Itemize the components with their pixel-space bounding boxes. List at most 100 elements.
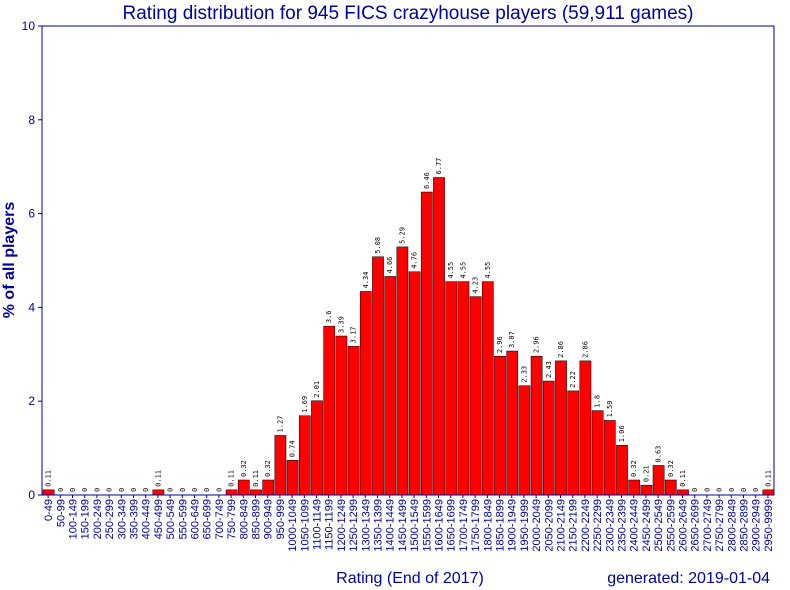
x-tick-label: 2050-2099 <box>543 499 555 552</box>
data-label: 4.23 <box>472 277 480 294</box>
x-tick-label: 250-299 <box>104 499 116 539</box>
data-label: 0 <box>106 488 114 492</box>
bar <box>286 460 299 496</box>
generated-date: generated: 2019-01-04 <box>607 570 770 587</box>
data-label: 6.77 <box>435 158 443 175</box>
x-tick-label: 700-749 <box>214 499 226 539</box>
bar <box>372 256 384 496</box>
y-tick-label: 6 <box>28 207 35 221</box>
bar <box>262 479 275 496</box>
data-label: 6.46 <box>423 172 431 189</box>
bar <box>481 281 494 496</box>
x-tick-label: 400-449 <box>141 499 153 539</box>
data-label: 0.11 <box>228 470 236 487</box>
bar <box>347 346 360 496</box>
x-tick-label: 2000-2049 <box>531 499 543 552</box>
x-tick-label: 2200-2249 <box>580 499 592 552</box>
bar <box>664 479 677 496</box>
chart-title: Rating distribution for 945 FICS crazyho… <box>123 3 694 24</box>
data-labels: 0.110 0 0 0 0 0 0 00.110 0 0 0 00.110.320.110.321.2… <box>45 158 773 492</box>
data-label: 4.34 <box>362 272 370 289</box>
data-label: 0.32 <box>630 460 638 477</box>
bar <box>494 355 506 496</box>
data-label: 0 <box>691 488 699 492</box>
data-label: 1.8 <box>594 395 602 408</box>
data-label: 0 <box>215 488 223 492</box>
bar <box>152 489 165 496</box>
data-label: 0.21 <box>642 465 650 482</box>
data-label: 2.01 <box>313 381 321 398</box>
data-label: 0.11 <box>45 470 53 487</box>
x-tick-label: 1100-1149 <box>312 499 324 550</box>
x-tick-label: 850-899 <box>251 499 263 539</box>
x-tick-label: 600-649 <box>190 499 202 539</box>
y-axis-label: % of all players <box>1 202 18 319</box>
x-tick-label: 1550-1599 <box>421 499 433 552</box>
bar <box>237 479 250 496</box>
x-tick-label: 1700-1749 <box>458 499 470 552</box>
data-label: 3.39 <box>337 316 345 333</box>
bar <box>420 191 433 496</box>
x-tick-label: 900-949 <box>263 499 275 539</box>
x-tick-label: 1400-1449 <box>385 499 397 552</box>
x-tick-label: 2250-2299 <box>592 499 604 552</box>
x-tick-label: 2350-2399 <box>617 499 629 552</box>
x-tick-label: 50-99 <box>55 499 67 527</box>
bars <box>42 177 775 496</box>
x-tick-label: 2500-2549 <box>653 499 665 552</box>
bar <box>506 350 519 496</box>
data-label: 0 <box>191 488 199 492</box>
x-tick-label: 800-849 <box>238 499 250 539</box>
x-tick-label: 450-499 <box>153 499 165 539</box>
y-tick-label: 10 <box>22 19 36 33</box>
bar <box>616 445 628 496</box>
bar <box>469 296 482 496</box>
data-label: 5.29 <box>398 227 406 244</box>
bar <box>555 360 567 496</box>
x-tick-label: 1200-1249 <box>336 499 348 552</box>
bar <box>677 489 689 496</box>
x-axis-label: Rating (End of 2017) <box>336 570 484 587</box>
bar <box>396 246 409 496</box>
bar <box>567 390 580 496</box>
x-tick-label: 200-249 <box>92 499 104 539</box>
data-label: 0.63 <box>655 446 663 463</box>
bar <box>323 325 336 496</box>
y-axis-ticks: 0 2 4 6 8 10 <box>22 19 42 502</box>
x-tick-label: 2750-2799 <box>714 499 726 552</box>
bar <box>311 400 323 496</box>
data-label: 1.06 <box>618 425 626 442</box>
bar <box>225 489 238 496</box>
x-tick-label: 2150-2199 <box>568 499 580 552</box>
bar <box>408 271 421 496</box>
bar <box>530 355 543 496</box>
bar <box>274 435 287 496</box>
x-tick-label: 1450-1499 <box>397 499 409 552</box>
x-tick-label: 500-549 <box>165 499 177 539</box>
data-label: 0 <box>130 488 138 492</box>
data-label: 0 <box>118 488 126 492</box>
data-label: 5.08 <box>374 237 382 254</box>
data-label: 0.32 <box>240 460 248 477</box>
y-tick-label: 8 <box>28 113 35 127</box>
bar <box>298 415 311 496</box>
x-tick-label: 1600-1649 <box>434 499 446 552</box>
data-label: 4.55 <box>484 262 492 279</box>
plot-frame <box>41 25 775 496</box>
data-label: 3.07 <box>508 331 516 348</box>
x-tick-label: 1500-1549 <box>409 499 421 552</box>
data-label: 1.59 <box>606 401 614 418</box>
bar <box>384 276 397 496</box>
bar <box>457 281 470 496</box>
x-tick-label: 1000-1049 <box>287 499 299 552</box>
data-label: 2.43 <box>545 361 553 378</box>
bar <box>579 360 592 496</box>
x-tick-label: 150-199 <box>80 499 92 539</box>
data-label: 2.33 <box>520 366 528 383</box>
data-label: 0.32 <box>667 460 675 477</box>
data-label: 0 <box>69 488 77 492</box>
x-tick-label: 2550-2599 <box>665 499 677 552</box>
x-tick-label: 300-349 <box>116 499 128 539</box>
data-label: 2.96 <box>533 336 541 353</box>
